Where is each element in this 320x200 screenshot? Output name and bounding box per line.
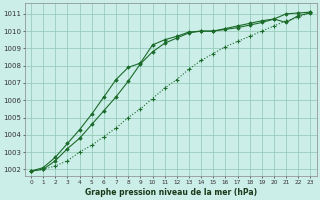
X-axis label: Graphe pression niveau de la mer (hPa): Graphe pression niveau de la mer (hPa)	[85, 188, 257, 197]
